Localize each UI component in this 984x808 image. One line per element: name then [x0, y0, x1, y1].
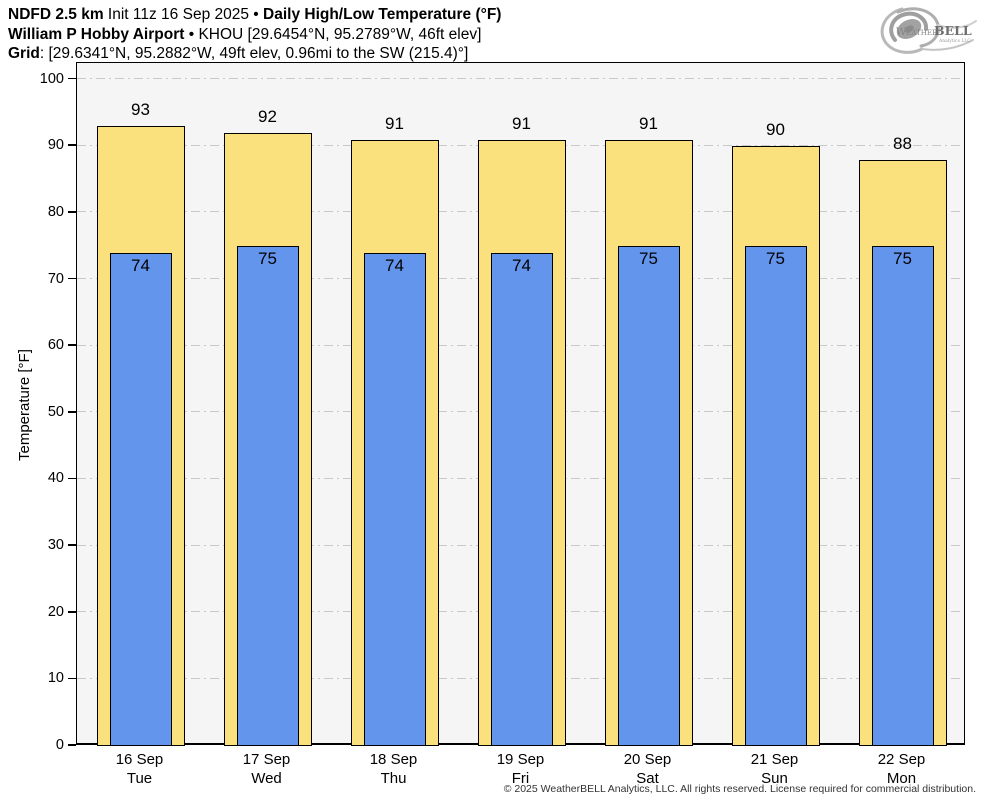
- x-tick-label: 20 Sep Sat: [585, 750, 711, 788]
- x-label-weekday: Wed: [251, 770, 282, 787]
- x-tick-label: 21 Sep Sun: [712, 750, 838, 788]
- station-coords: • KHOU [29.6454°N, 95.2789°W, 46ft elev]: [184, 25, 482, 43]
- low-bar: [363, 252, 426, 746]
- y-tick-label: 0: [55, 737, 64, 753]
- y-tick: [68, 677, 76, 680]
- x-label-weekday: Thu: [380, 770, 407, 787]
- high-value-label: 91: [639, 113, 658, 133]
- y-tick: [68, 277, 76, 280]
- x-label-weekday: Fri: [511, 770, 530, 787]
- logo-subtext: Analytics LLC: [938, 38, 971, 44]
- weatherbell-logo: Weather BELL Analytics LLC: [880, 7, 977, 54]
- grid-coords: : [29.6341°N, 95.2882°W, 49ft elev, 0.96…: [39, 45, 469, 62]
- low-bar: [744, 246, 807, 746]
- y-tick: [68, 77, 76, 80]
- x-label-weekday: Mon: [886, 770, 917, 787]
- low-bar: [236, 246, 299, 746]
- low-value-label: 74: [131, 255, 150, 275]
- y-tick: [68, 610, 76, 613]
- gridline: [77, 78, 964, 80]
- y-tick-label: 100: [39, 70, 64, 87]
- low-bar: [617, 246, 680, 746]
- x-label-date: 18 Sep: [369, 751, 418, 768]
- y-tick: [68, 211, 76, 213]
- y-tick: [68, 344, 76, 346]
- low-value-label: 75: [766, 249, 785, 269]
- high-value-label: 91: [512, 113, 531, 133]
- y-tick: [68, 411, 76, 413]
- low-value-label: 74: [512, 255, 531, 275]
- y-tick-label: 30: [47, 537, 64, 554]
- y-tick-label: 70: [47, 270, 64, 287]
- plot-area: 93 74 92 75 91 74 91 74 91 75 90 75 88 75: [76, 62, 965, 746]
- low-value-label: 75: [639, 249, 658, 269]
- header-line-2: William P Hobby Airport • KHOU [29.6454°…: [8, 25, 501, 45]
- y-tick-label: 40: [47, 470, 64, 487]
- low-value-label: 75: [893, 249, 912, 269]
- y-tick: [68, 477, 76, 480]
- low-bar: [490, 252, 553, 746]
- y-tick: [68, 144, 76, 147]
- y-tick-label: 90: [47, 137, 64, 154]
- y-tick-label: 50: [47, 403, 64, 420]
- y-tick: [68, 544, 76, 546]
- hurricane-swirl-icon: [880, 7, 977, 54]
- x-label-date: 22 Sep: [877, 751, 926, 768]
- grid-label: Grid: [8, 45, 40, 62]
- logo-brand-prefix: Weather: [896, 27, 938, 38]
- x-label-weekday: Sat: [636, 770, 659, 787]
- y-tick-label: 80: [47, 203, 64, 220]
- logo-brand-suffix: BELL: [934, 23, 972, 38]
- header-line-1: NDFD 2.5 km Init 11z 16 Sep 2025 • Daily…: [8, 5, 501, 25]
- x-label-weekday: Sun: [761, 770, 788, 787]
- high-value-label: 91: [385, 113, 404, 133]
- x-label-date: 21 Sep: [750, 751, 799, 768]
- x-tick-label: 18 Sep Thu: [331, 750, 457, 788]
- page-title: Daily High/Low Temperature (°F): [263, 6, 502, 23]
- chart-header: NDFD 2.5 km Init 11z 16 Sep 2025 • Daily…: [8, 5, 501, 64]
- x-label-date: 16 Sep: [115, 751, 164, 768]
- high-value-label: 93: [131, 100, 150, 120]
- x-tick-label: 17 Sep Wed: [204, 750, 330, 788]
- low-bar: [109, 252, 172, 746]
- station-name: William P Hobby Airport: [8, 25, 185, 43]
- low-value-label: 75: [258, 249, 277, 269]
- model-name: NDFD 2.5 km: [8, 6, 104, 23]
- y-tick: [68, 744, 76, 746]
- high-value-label: 88: [893, 133, 912, 153]
- x-label-date: 19 Sep: [496, 751, 545, 768]
- low-value-label: 74: [385, 255, 404, 275]
- y-tick-label: 20: [47, 603, 64, 620]
- y-tick-label: 60: [47, 337, 64, 354]
- x-label-date: 17 Sep: [242, 751, 291, 768]
- x-tick-label: 22 Sep Mon: [839, 750, 965, 788]
- y-tick-label: 10: [47, 670, 64, 687]
- high-value-label: 92: [258, 106, 277, 126]
- x-tick-label: 16 Sep Tue: [77, 750, 203, 788]
- x-label-weekday: Tue: [126, 770, 153, 787]
- header-line-3: Grid: [29.6341°N, 95.2882°W, 49ft elev, …: [8, 44, 501, 64]
- init-time: Init 11z 16 Sep 2025 •: [103, 6, 264, 23]
- low-bar: [871, 246, 934, 746]
- copyright-text: © 2025 WeatherBELL Analytics, LLC. All r…: [503, 783, 976, 795]
- high-value-label: 90: [766, 120, 785, 140]
- x-label-date: 20 Sep: [623, 751, 672, 768]
- x-tick-label: 19 Sep Fri: [458, 750, 584, 788]
